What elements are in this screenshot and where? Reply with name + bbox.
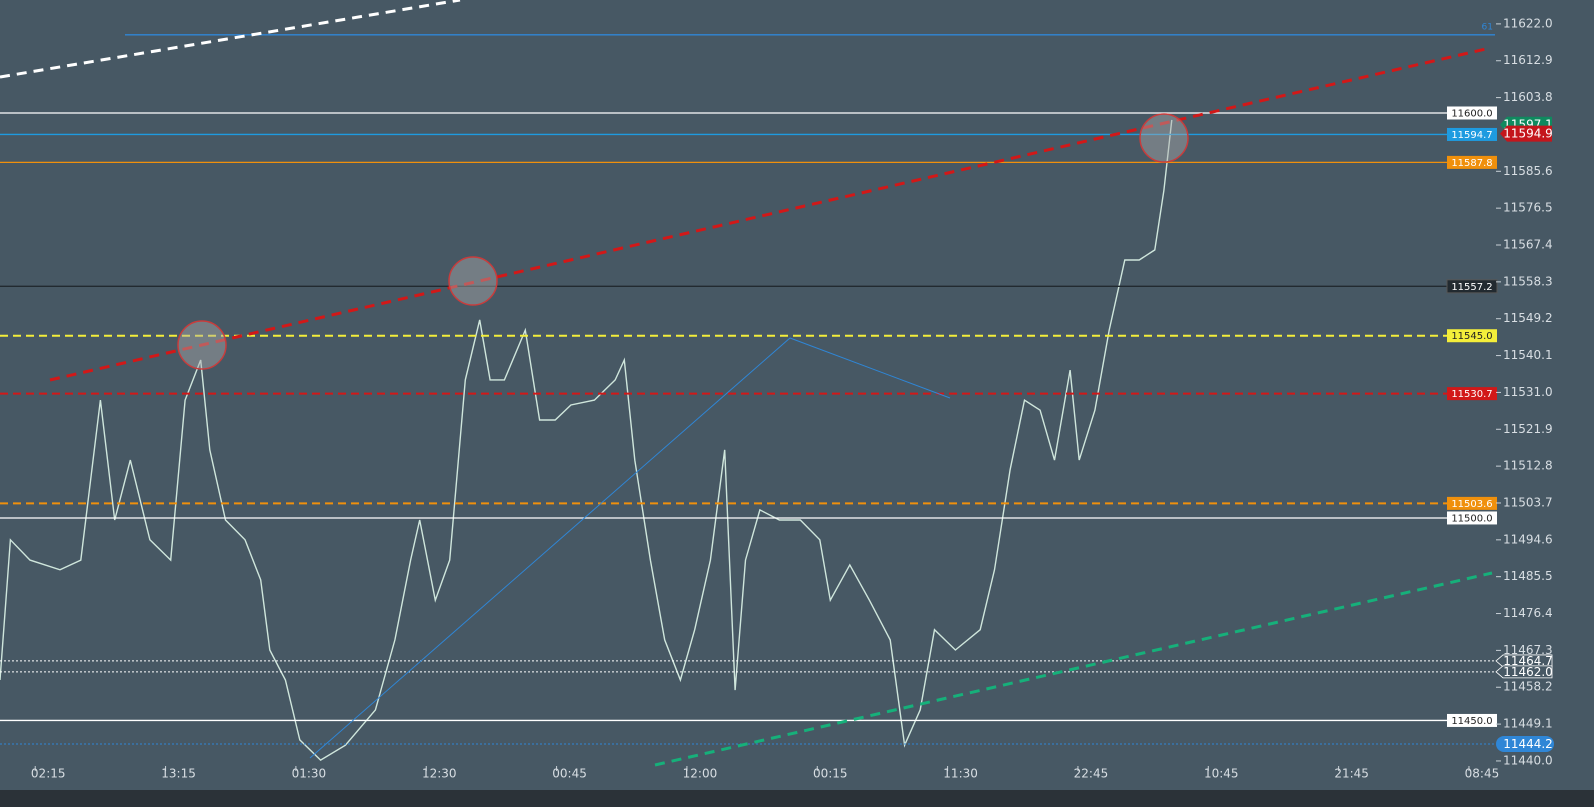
trend-line bbox=[0, 0, 461, 79]
y-tick-label: 11458.2 bbox=[1503, 680, 1553, 694]
y-tick-label: 11622.0 bbox=[1503, 16, 1553, 30]
plot-area bbox=[0, 34, 1495, 761]
y-tick-label: 11485.5 bbox=[1503, 569, 1553, 583]
trend-line bbox=[49, 46, 1491, 382]
x-tick-label: 12:00 bbox=[683, 767, 718, 781]
price-tag bbox=[1500, 125, 1552, 142]
price-tag-label: 11444.2 bbox=[1503, 737, 1553, 751]
y-tick-label: 11576.5 bbox=[1503, 201, 1553, 215]
level-tag-label: 11545.0 bbox=[1451, 331, 1492, 342]
y-tick-label: 11476.4 bbox=[1503, 606, 1553, 620]
y-tick-label: 11440.0 bbox=[1503, 753, 1553, 767]
level-tag bbox=[1447, 106, 1497, 120]
level-tag-label: 11500.0 bbox=[1451, 513, 1492, 524]
trend-line bbox=[654, 571, 1493, 767]
x-tick-label: 00:45 bbox=[552, 767, 587, 781]
pattern-line bbox=[309, 337, 951, 759]
price-tag-label: 11462.0 bbox=[1503, 665, 1553, 679]
x-tick-label: 10:45 bbox=[1204, 767, 1239, 781]
x-tick-label: 11:30 bbox=[943, 767, 978, 781]
y-tick-label: 11531.0 bbox=[1503, 385, 1553, 399]
price-tag bbox=[1495, 665, 1553, 679]
y-tick-label: 11503.7 bbox=[1503, 495, 1553, 509]
x-tick-label: 21:45 bbox=[1334, 767, 1369, 781]
price-tag bbox=[1495, 654, 1553, 668]
y-tick-label: 11449.1 bbox=[1503, 717, 1553, 731]
x-tick-label: 01:30 bbox=[292, 767, 327, 781]
level-tag-label: 11503.6 bbox=[1451, 499, 1492, 510]
level-tag bbox=[1447, 713, 1497, 727]
price-tag-label: 11464.7 bbox=[1503, 654, 1553, 668]
level-tag bbox=[1447, 496, 1497, 510]
x-tick-label: 12:30 bbox=[422, 767, 457, 781]
y-tick-label: 11567.4 bbox=[1503, 238, 1553, 252]
level-tag bbox=[1447, 329, 1497, 343]
x-tick-label: 08:45 bbox=[1465, 767, 1500, 781]
level-tag-label: 11530.7 bbox=[1451, 389, 1492, 400]
y-tick-label: 11549.2 bbox=[1503, 311, 1553, 325]
highlight-circle bbox=[1139, 113, 1189, 163]
y-tick-label: 11585.6 bbox=[1503, 164, 1553, 178]
highlight-circle bbox=[448, 256, 498, 306]
y-tick-label: 11603.8 bbox=[1503, 90, 1553, 104]
y-tick-label: 11558.3 bbox=[1503, 274, 1553, 288]
level-tag bbox=[1446, 279, 1498, 294]
x-tick-label: 00:15 bbox=[813, 767, 848, 781]
level-tag-label: 11600.0 bbox=[1451, 108, 1492, 119]
x-tick-label: 02:15 bbox=[31, 767, 66, 781]
level-tag bbox=[1447, 127, 1497, 141]
level-tag bbox=[1447, 511, 1497, 525]
level-tag-label: 11450.0 bbox=[1451, 716, 1492, 727]
y-tick-label: 11512.8 bbox=[1503, 459, 1553, 473]
level-tag bbox=[1447, 155, 1497, 169]
price-tag-label: 11594.9 bbox=[1503, 127, 1553, 141]
y-tick-label: 11540.1 bbox=[1503, 348, 1553, 362]
y-tick-label: 11521.9 bbox=[1503, 422, 1553, 436]
highlight-circle bbox=[177, 320, 227, 370]
level-tag bbox=[1447, 387, 1497, 401]
y-tick-label: 11494.6 bbox=[1503, 532, 1553, 546]
y-tick-label: 11612.9 bbox=[1503, 53, 1553, 67]
bottom-strip bbox=[0, 790, 1594, 807]
price-tag bbox=[1496, 735, 1554, 752]
x-tick-label: 13:15 bbox=[161, 767, 196, 781]
y-tick-label: 11467.3 bbox=[1503, 643, 1553, 657]
level-tag-label: 11557.2 bbox=[1451, 282, 1492, 293]
price-line bbox=[0, 119, 1173, 761]
level-tag-label: 11594.7 bbox=[1451, 130, 1492, 141]
x-tick-label: 22:45 bbox=[1074, 767, 1109, 781]
level-tag-label: 11587.8 bbox=[1451, 158, 1492, 169]
level-label: 61 bbox=[1482, 22, 1493, 32]
